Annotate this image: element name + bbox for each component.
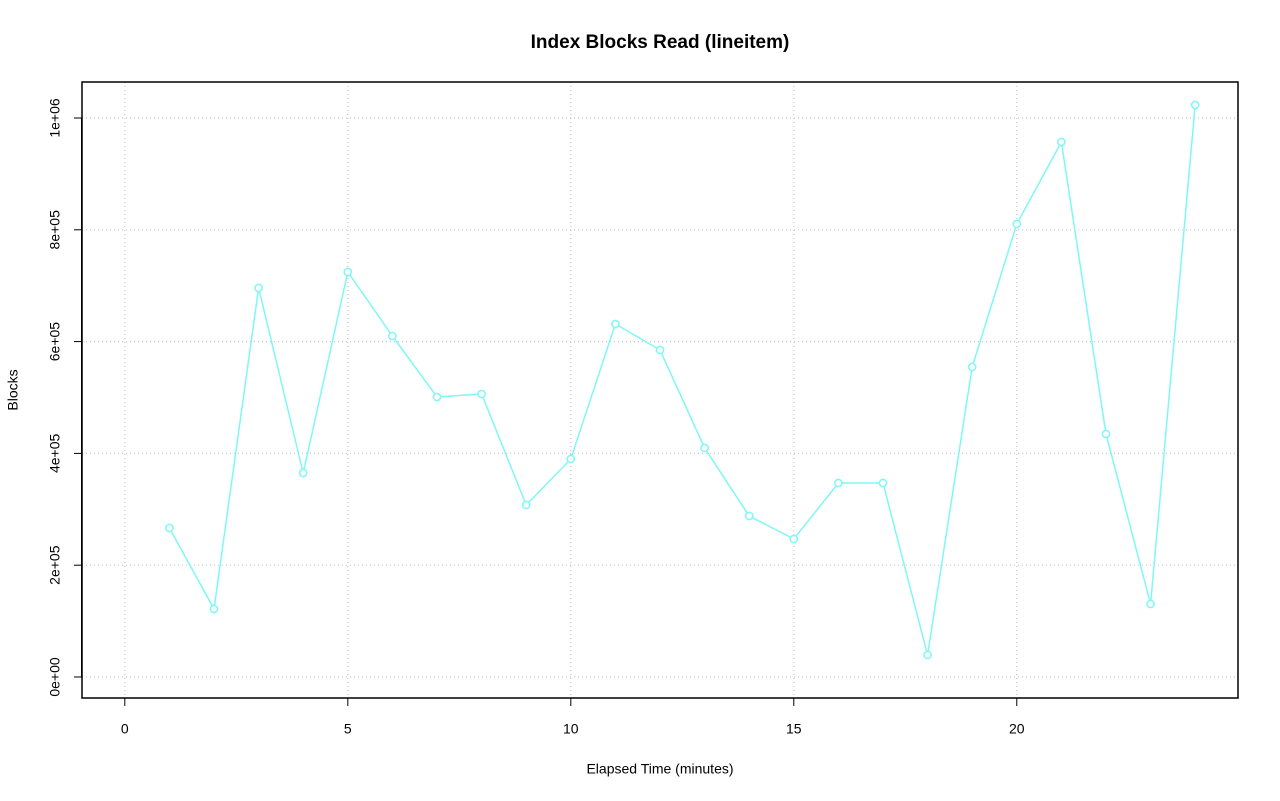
data-point [209,604,219,614]
data-point [789,534,799,544]
y-tick-label: 2e+05 [47,545,63,585]
data-point [1101,429,1111,439]
data-point [1012,219,1022,229]
x-tick-label: 15 [786,721,802,737]
y-tick-label: 0e+00 [47,657,63,697]
x-axis-label: Elapsed Time (minutes) [586,761,733,777]
y-tick-label: 4e+05 [47,434,63,474]
data-point [1146,599,1155,609]
data-point [878,478,888,488]
data-point [1190,100,1200,110]
data-point [254,283,263,293]
data-point [477,389,486,399]
data-point [744,511,754,521]
y-tick-label: 8e+05 [47,210,63,250]
data-line [168,104,1196,656]
y-axis-label: Blocks [5,369,21,410]
x-tick-label: 20 [1009,721,1025,737]
data-point [298,468,308,478]
x-tick-label: 0 [121,721,129,737]
data-point [432,392,442,402]
data-point [834,478,843,488]
data-point [388,331,397,341]
y-tick-label: 6e+05 [47,322,63,362]
data-point [165,523,174,533]
data-point [967,362,977,372]
y-tick-label: 1e+06 [47,98,63,138]
x-tick-label: 5 [344,721,352,737]
x-tick-label: 10 [563,721,579,737]
data-point [611,319,620,329]
data-point [655,345,665,355]
data-point [566,454,576,464]
chart-title: Index Blocks Read (lineitem) [531,32,790,53]
data-point [1057,137,1066,147]
data-point [923,650,932,660]
data-point [521,500,531,510]
data-point [343,267,353,277]
data-point [700,443,709,453]
plot-frame [81,81,1239,699]
